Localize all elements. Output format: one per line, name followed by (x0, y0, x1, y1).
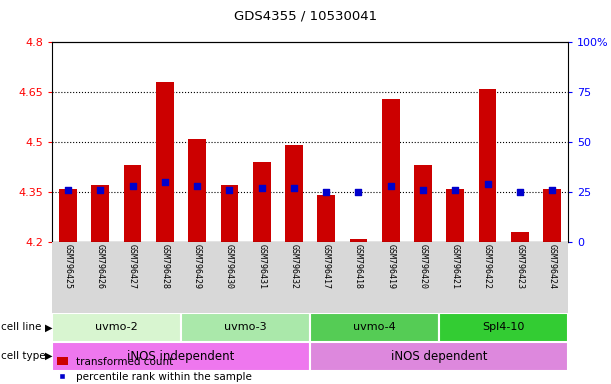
Point (354, 189, 364, 195)
Bar (156, 82, 174, 242)
Bar (543, 189, 561, 242)
Bar (349, 238, 367, 242)
Point (483, 181, 492, 187)
Bar (439, 313, 568, 342)
Point (515, 189, 525, 195)
Point (192, 183, 202, 189)
Text: GSM796428: GSM796428 (160, 244, 169, 289)
Text: GSM796423: GSM796423 (515, 244, 524, 289)
Text: GDS4355 / 10530041: GDS4355 / 10530041 (234, 10, 377, 23)
Text: cell type: cell type (1, 351, 45, 361)
Text: GSM796431: GSM796431 (257, 244, 266, 289)
Point (289, 185, 299, 191)
Bar (511, 232, 529, 242)
Bar (181, 313, 310, 342)
Text: GSM796418: GSM796418 (354, 244, 363, 289)
Text: GSM796421: GSM796421 (451, 244, 460, 289)
Text: ▶: ▶ (45, 351, 52, 361)
Bar (52, 342, 310, 371)
Text: uvmo-2: uvmo-2 (95, 322, 138, 333)
Text: uvmo-4: uvmo-4 (353, 322, 396, 333)
Bar (310, 342, 568, 371)
Text: GSM796426: GSM796426 (96, 244, 105, 289)
Text: GSM796419: GSM796419 (386, 244, 395, 289)
Text: iNOS dependent: iNOS dependent (391, 350, 488, 362)
Text: Spl4-10: Spl4-10 (483, 322, 525, 333)
Point (160, 179, 170, 185)
Bar (92, 185, 109, 242)
Text: ▶: ▶ (45, 322, 52, 333)
Text: GSM796425: GSM796425 (64, 244, 73, 289)
Legend: transformed count, percentile rank within the sample: transformed count, percentile rank withi… (57, 357, 252, 382)
Bar (221, 185, 238, 242)
Bar (478, 89, 496, 242)
Bar (188, 139, 206, 242)
Text: GSM796432: GSM796432 (290, 244, 298, 289)
Bar (52, 313, 181, 342)
Bar (59, 189, 77, 242)
Bar (310, 313, 439, 342)
Text: GSM796424: GSM796424 (547, 244, 557, 289)
Text: cell line: cell line (1, 322, 41, 333)
Text: iNOS independent: iNOS independent (127, 350, 235, 362)
Text: GSM796430: GSM796430 (225, 244, 234, 289)
Bar (382, 99, 400, 242)
Point (386, 183, 396, 189)
Point (224, 187, 234, 193)
Point (63, 187, 73, 193)
Bar (414, 166, 432, 242)
Text: uvmo-3: uvmo-3 (224, 322, 267, 333)
Point (321, 189, 331, 195)
Text: GSM796420: GSM796420 (419, 244, 428, 289)
Text: GSM796427: GSM796427 (128, 244, 137, 289)
Bar (124, 166, 142, 242)
Point (95, 187, 105, 193)
Bar (447, 189, 464, 242)
Point (257, 185, 266, 191)
Text: GSM796422: GSM796422 (483, 244, 492, 289)
Point (128, 183, 137, 189)
Text: GSM796429: GSM796429 (192, 244, 202, 289)
Point (418, 187, 428, 193)
Bar (253, 162, 271, 242)
Bar (317, 195, 335, 242)
Text: GSM796417: GSM796417 (322, 244, 331, 289)
Bar (285, 146, 303, 242)
Point (547, 187, 557, 193)
Point (450, 187, 460, 193)
